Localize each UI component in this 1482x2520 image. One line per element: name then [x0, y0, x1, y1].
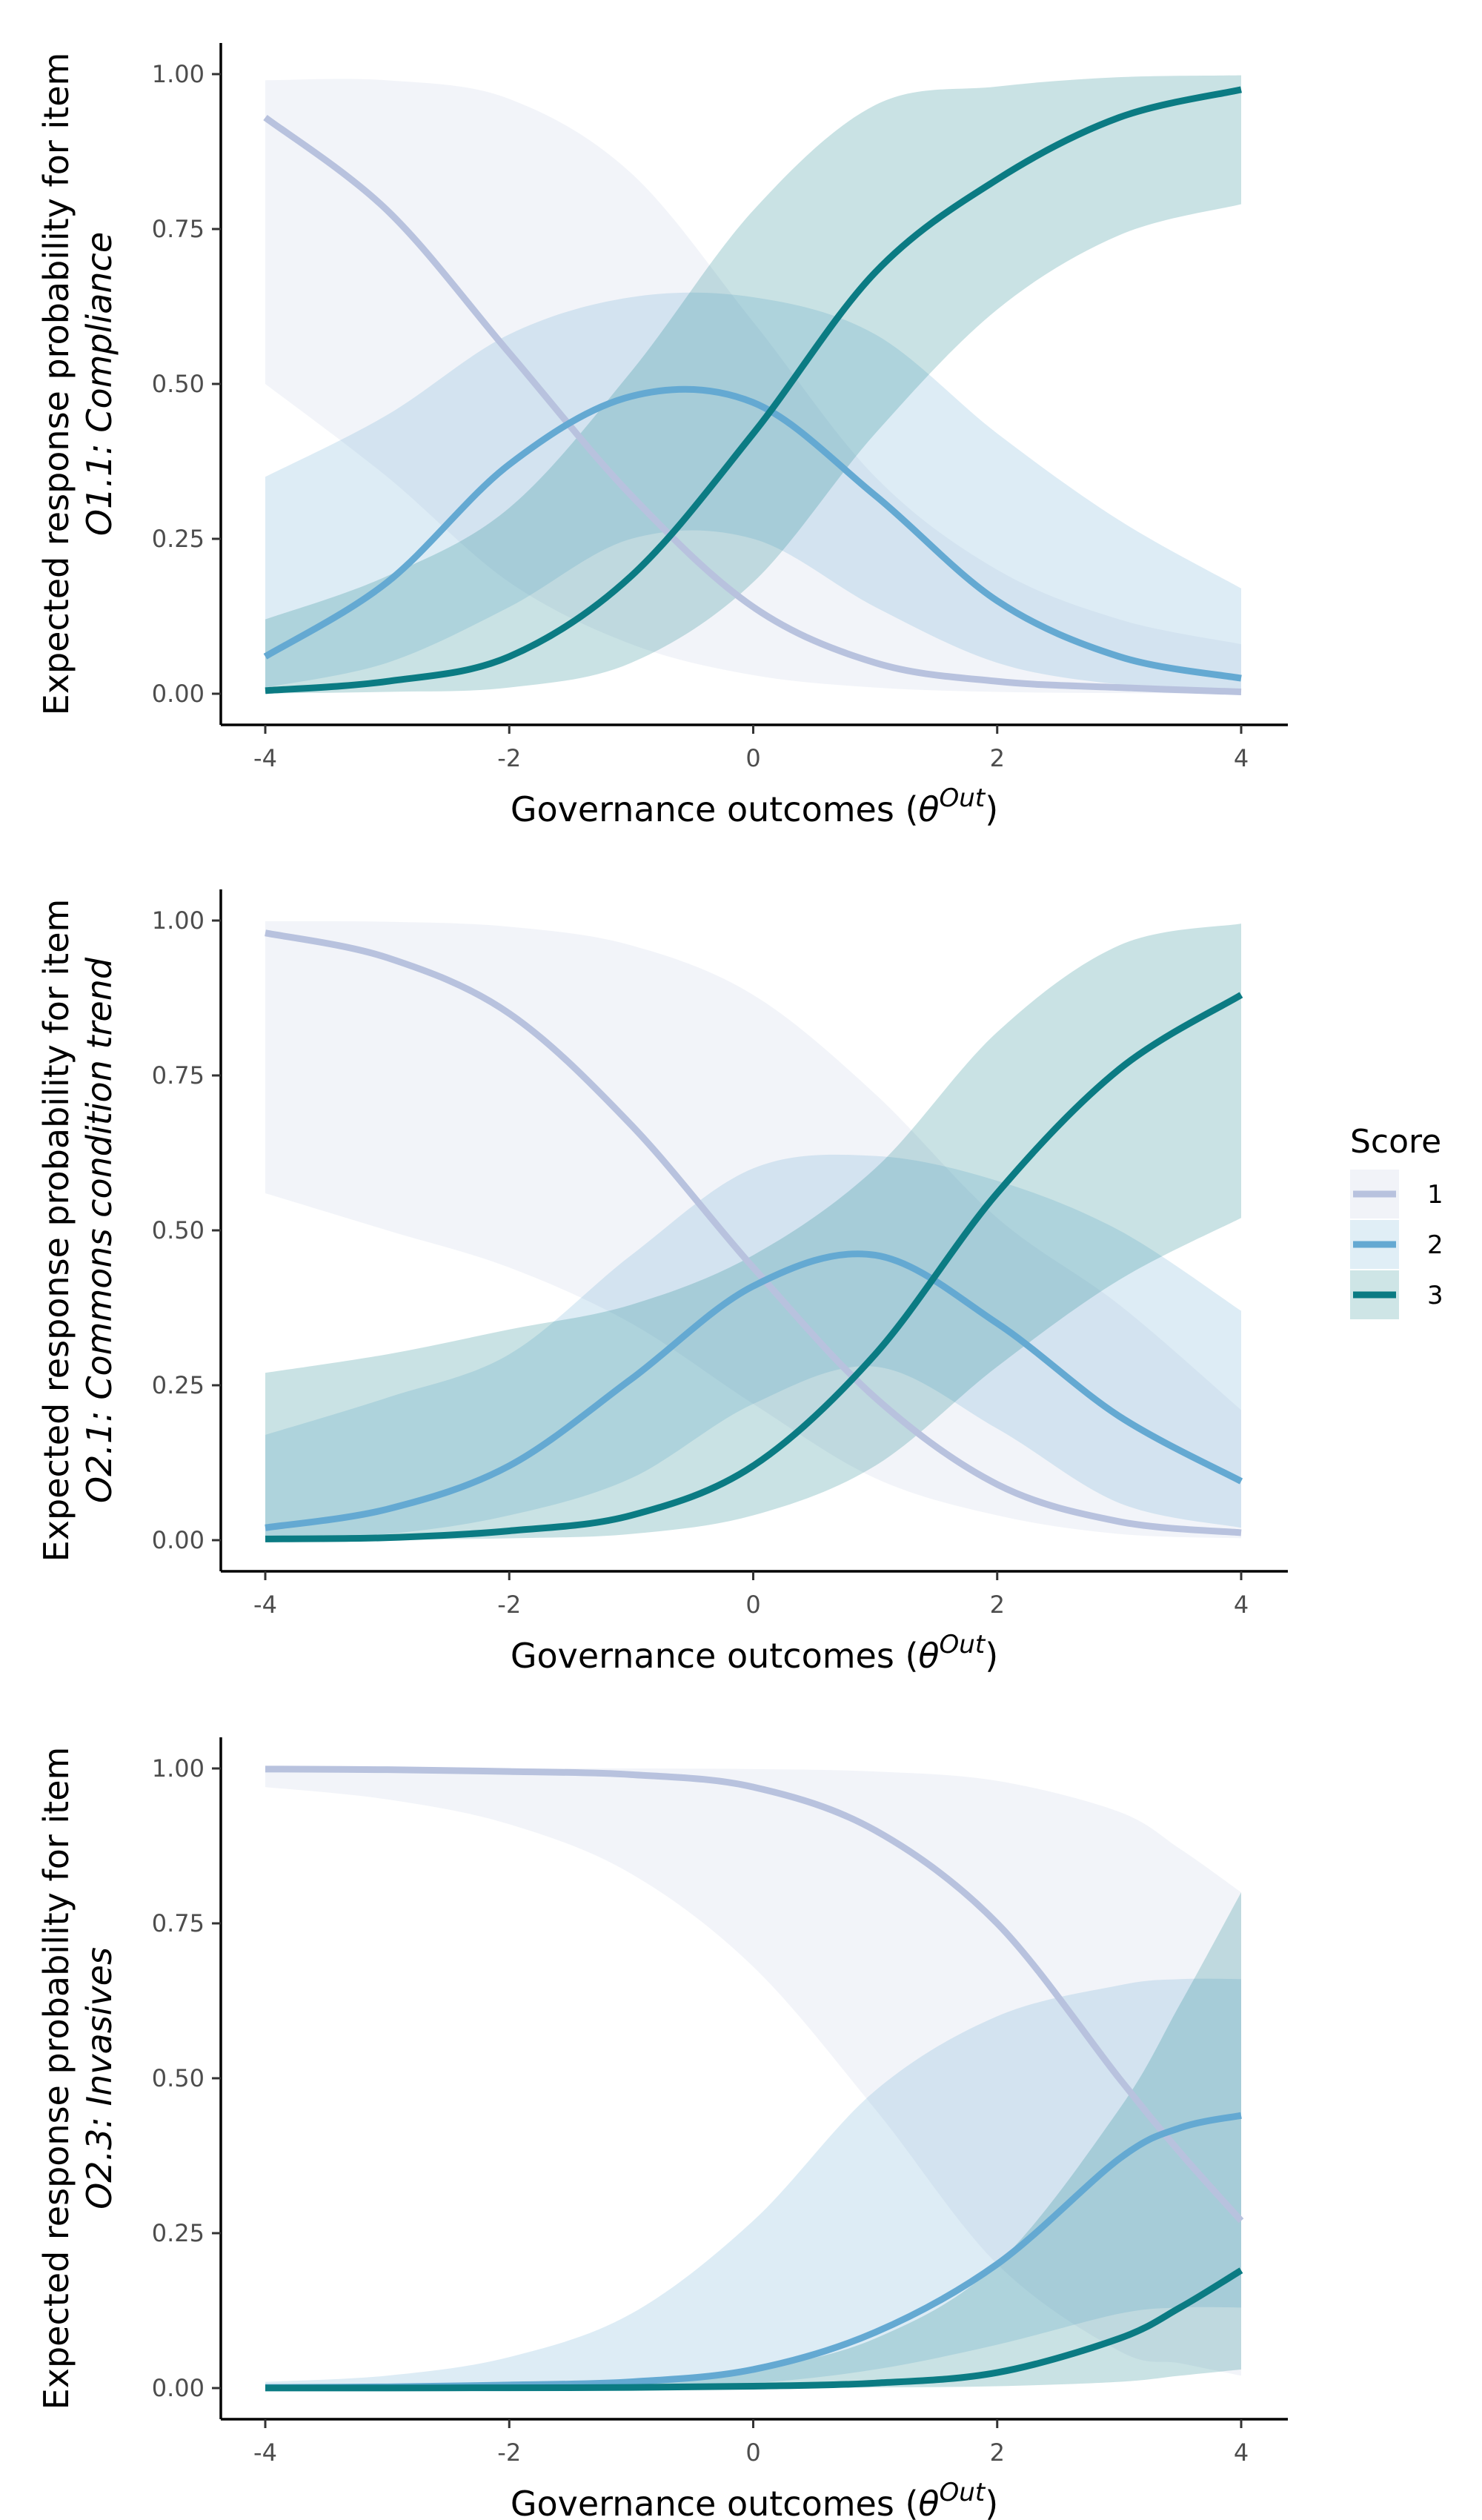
legend-label: 2	[1427, 1230, 1443, 1260]
y-tick-label: 0.50	[152, 2064, 205, 2092]
band-score-3	[265, 924, 1241, 1540]
band-score-2	[265, 292, 1241, 691]
y-axis-title: Expected response probability for item	[36, 53, 76, 716]
x-tick-label: 2	[990, 744, 1005, 772]
x-axis-title: Governance outcomes (θOut)	[511, 783, 998, 829]
y-axis-item-name: O2.1: Commons condition trend	[79, 957, 119, 1503]
x-tick-label: 0	[745, 2438, 760, 2467]
x-axis-title-symbol: θ	[918, 1636, 939, 1676]
line-score-2	[265, 1250, 1243, 1531]
y-tick-label: 0.50	[152, 1216, 205, 1244]
y-tick-label: 0.25	[152, 1371, 205, 1399]
line-score-3	[265, 992, 1243, 1542]
x-tick-label: 4	[1234, 2438, 1249, 2467]
x-axis-title-symbol: θ	[918, 2484, 939, 2520]
x-tick-label: 2	[990, 1591, 1005, 1619]
line-score-1	[265, 1765, 1244, 2224]
y-axis-title: Expected response probability for item	[36, 899, 76, 1562]
band-score-2	[265, 1978, 1241, 2388]
band-score-1	[265, 921, 1241, 1539]
x-tick-label: 2	[990, 2438, 1005, 2467]
x-axis-title-close: )	[985, 2484, 998, 2520]
x-axis-title-main: Governance outcomes (	[511, 789, 919, 829]
legend-label: 3	[1427, 1281, 1443, 1310]
y-tick-label: 0.25	[152, 525, 205, 553]
y-tick-label: 0.00	[152, 1526, 205, 1554]
x-tick-label: -2	[497, 744, 521, 772]
x-axis-title-main: Governance outcomes (	[511, 1636, 919, 1676]
legend: Score 1 2 3	[1350, 1123, 1443, 1319]
x-axis-title-main: Governance outcomes (	[511, 2484, 919, 2520]
x-tick-label: 0	[745, 744, 760, 772]
x-tick-label: -4	[253, 1591, 277, 1619]
x-axis-title: Governance outcomes (θOut)	[511, 2478, 998, 2520]
x-axis-title-close: )	[985, 1636, 998, 1676]
y-tick-label: 0.00	[152, 2374, 205, 2402]
band-score-2	[265, 1154, 1241, 1539]
x-axis-title-superscript: Out	[940, 1630, 986, 1659]
x-tick-label: -4	[253, 2438, 277, 2467]
legend-title: Score	[1350, 1123, 1441, 1161]
y-tick-label: 0.25	[152, 2219, 205, 2247]
y-tick-label: 1.00	[152, 906, 205, 935]
y-tick-label: 0.75	[152, 1909, 205, 1937]
x-axis-title-symbol: θ	[918, 789, 939, 829]
y-axis-item-name: O2.3: Invasives	[79, 1947, 119, 2209]
line-score-3	[265, 86, 1243, 694]
x-tick-label: 4	[1234, 1591, 1249, 1619]
line-score-1	[265, 929, 1242, 1536]
x-tick-label: -2	[497, 2438, 521, 2467]
panel-1: 0.00 0.25 0.50 0.75 1.00 -4 -2 0 2 4 Governance ou…	[36, 43, 1288, 829]
y-tick-label: 1.00	[152, 1754, 205, 1783]
x-axis-title-superscript: Out	[940, 783, 986, 813]
y-tick-label: 1.00	[152, 60, 205, 88]
band-score-1	[265, 79, 1241, 694]
x-axis-title-superscript: Out	[940, 2478, 986, 2507]
band-score-3	[265, 75, 1241, 694]
y-axis-item-name: O1.1: Compliance	[79, 232, 119, 536]
y-tick-label: 0.75	[152, 215, 205, 243]
line-score-1	[263, 114, 1242, 695]
y-tick-label: 0.50	[152, 370, 205, 398]
y-tick-label: 0.00	[152, 680, 205, 708]
x-axis-title-close: )	[985, 789, 998, 829]
x-tick-label: -2	[497, 1591, 521, 1619]
x-tick-label: -4	[253, 744, 277, 772]
legend-label: 1	[1427, 1180, 1443, 1210]
x-axis-title: Governance outcomes (θOut)	[511, 1630, 998, 1676]
line-score-3	[265, 2267, 1243, 2392]
line-score-2	[263, 385, 1242, 682]
panel-3: 0.00 0.25 0.50 0.75 1.00 -4 -2 0 2 4 Governance ou…	[36, 1737, 1288, 2520]
y-axis-title: Expected response probability for item	[36, 1747, 76, 2410]
x-tick-label: 0	[745, 1591, 760, 1619]
panel-2: 0.00 0.25 0.50 0.75 1.00 -4 -2 0 2 4 Governance ou…	[36, 889, 1288, 1676]
y-tick-label: 0.75	[152, 1061, 205, 1090]
x-tick-label: 4	[1234, 744, 1249, 772]
